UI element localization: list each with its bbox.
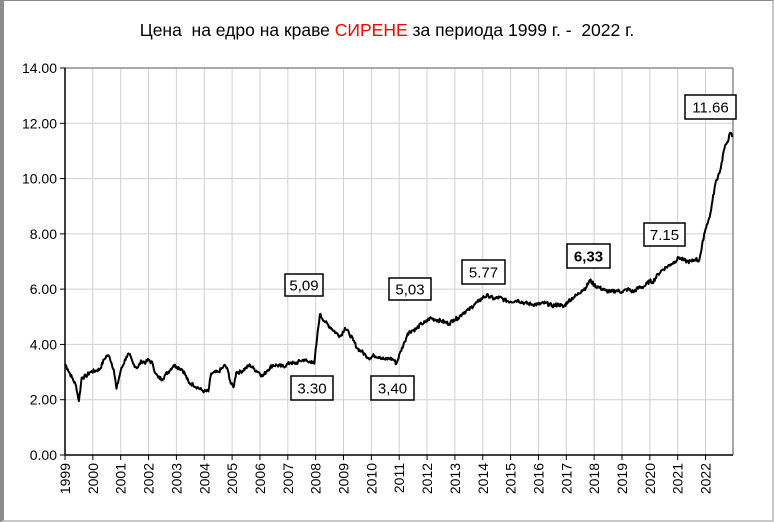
x-tick-label: 2004 [196, 463, 212, 494]
x-tick-label: 2006 [252, 463, 268, 494]
x-tick-label: 2007 [280, 463, 296, 494]
price-series-line [64, 131, 734, 403]
annotation-box [370, 375, 415, 401]
annotation-value: 3.30 [297, 381, 326, 398]
y-tick-label: 2.00 [30, 392, 57, 408]
annotation-box [284, 273, 324, 297]
x-axis-tick-labels: 1999 2000 2001 2002 2003 2004 2005 2006 2007 2008… [57, 463, 714, 494]
annotation-value: 6,33 [574, 249, 603, 266]
chart-title: Цена на едро на краве СИРЕНЕ за периода … [0, 20, 774, 41]
annotation-label: 7.15 [643, 222, 686, 247]
x-tick-label: 2019 [614, 463, 630, 494]
x-tick-label: 2018 [586, 463, 602, 494]
x-tick-label: 2015 [503, 463, 519, 494]
x-tick-label: 2005 [224, 463, 240, 494]
y-tick-label: 12.00 [22, 115, 57, 131]
x-tick-label: 2021 [670, 463, 686, 494]
annotation-box [290, 375, 334, 401]
x-tick-label: 2014 [475, 463, 491, 494]
x-tick-label: 2017 [558, 463, 574, 494]
y-tick-label: 8.00 [30, 226, 57, 242]
title-text-part2: за периода 1999 г. - 2022 г. [407, 20, 635, 40]
axes [60, 67, 734, 460]
annotation-box [566, 243, 611, 269]
x-tick-label: 2001 [113, 463, 129, 494]
x-tick-label: 2020 [642, 463, 658, 494]
annotation-value: 5,09 [289, 278, 318, 295]
annotation-value: 5.77 [469, 265, 498, 282]
annotation-value: 7.15 [650, 227, 679, 244]
x-tick-label: 2003 [168, 463, 184, 494]
annotation-label: 5,09 [284, 273, 324, 297]
data-annotations: 5,09 3.30 5,03 3,40 5.77 6,33 7.15 11.66 [284, 94, 737, 401]
x-tick-label: 2016 [530, 463, 546, 494]
x-tick-label: 1999 [57, 463, 73, 494]
x-tick-label: 2000 [85, 463, 101, 494]
annotation-label: 3,40 [370, 375, 415, 401]
x-tick-label: 2013 [447, 463, 463, 494]
annotation-box [388, 277, 432, 301]
x-tick-label: 2012 [419, 463, 435, 494]
x-tick-label: 2008 [308, 463, 324, 494]
x-tick-label: 2022 [698, 463, 714, 494]
annotation-label: 5.77 [461, 259, 506, 285]
title-highlight-sirene: СИРЕНЕ [334, 20, 408, 40]
annotation-label: 5,03 [388, 277, 432, 301]
y-tick-label: 10.00 [22, 171, 57, 187]
annotation-box [684, 94, 737, 120]
annotation-label: 11.66 [684, 94, 737, 120]
y-axis-tick-labels: 0.00 2.00 4.00 6.00 8.00 10.00 12.00 14.00 [22, 60, 57, 463]
x-tick-label: 2010 [363, 463, 379, 494]
annotation-value: 11.66 [692, 100, 728, 117]
annotation-box [461, 259, 506, 285]
annotation-value: 5,03 [395, 282, 424, 299]
x-tick-label: 2002 [141, 463, 157, 494]
annotation-value: 3,40 [378, 381, 407, 398]
y-tick-label: 14.00 [22, 60, 57, 76]
y-tick-label: 4.00 [30, 336, 57, 352]
title-text-part1: Цена на едро на краве [139, 20, 335, 40]
x-tick-label: 2011 [391, 463, 407, 493]
annotation-label: 3.30 [290, 375, 334, 401]
x-tick-label: 2009 [336, 463, 352, 494]
y-tick-label: 0.00 [30, 447, 57, 463]
annotation-box [643, 222, 686, 247]
y-tick-label: 6.00 [30, 281, 57, 297]
annotation-label: 6,33 [566, 243, 611, 269]
